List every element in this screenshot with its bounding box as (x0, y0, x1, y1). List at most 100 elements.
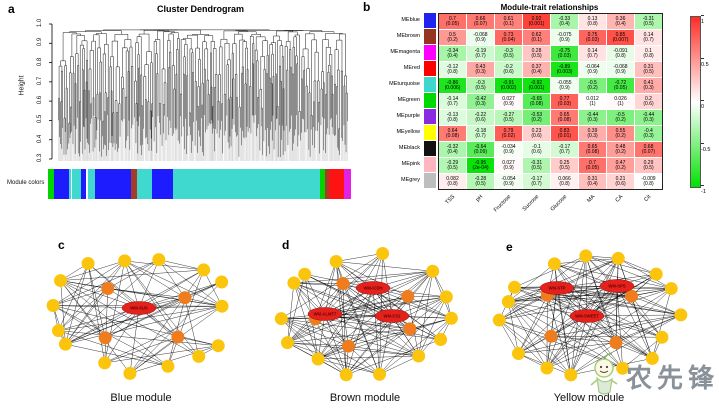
heatmap-colorbar (690, 16, 701, 188)
network-node (625, 289, 639, 303)
network-node (609, 336, 623, 350)
dendrogram-plot (49, 23, 348, 161)
heatmap-cell: -0.33 (0.4) (551, 14, 578, 29)
network-node (54, 274, 68, 288)
module-color-swatch (424, 61, 436, 76)
network-nodes: WM-STP WM-SPS WM-SWEET (492, 249, 688, 382)
heatmap-cell: 0.066 (0.8) (551, 174, 578, 189)
colorbar-tick: 0.5 (701, 56, 709, 68)
heatmap-cell: -0.17 (0.7) (551, 142, 578, 157)
heatmap-cell: 0.39 (0.3) (579, 126, 606, 141)
network-node (152, 253, 166, 267)
network-node (373, 367, 387, 381)
network-node (336, 277, 350, 291)
network-node (492, 313, 506, 327)
heatmap-cell: -0.091 (0.8) (607, 46, 634, 61)
module-colors-band (48, 169, 351, 199)
network-node (426, 264, 440, 278)
heatmap-cell: -0.064 (0.9) (579, 62, 606, 77)
heatmap-cell: -0.14 (0.7) (439, 94, 466, 109)
module-color-swatch (424, 77, 436, 92)
heatmap-cell: 0.48 (0.2) (607, 142, 634, 157)
heatmap-cell: -0.95 (2e-04) (467, 158, 494, 173)
heatmap-row-label: MEred (403, 65, 420, 71)
network-node (329, 254, 343, 268)
heatmap-cell: 0.012 (1) (579, 94, 606, 109)
panel-letter-c: c (58, 238, 65, 252)
heatmap-cell: 0.21 (0.6) (607, 174, 634, 189)
network-node (434, 333, 448, 347)
network-node (611, 251, 625, 265)
heatmap-row-label: MEpink (401, 161, 420, 167)
heatmap-cell: 0.61 (0.1) (495, 14, 522, 29)
dendrogram-y-axis-label: Height (18, 75, 26, 96)
heatmap-cell: -0.31 (0.5) (635, 14, 662, 29)
heatmap-cell: -0.22 (0.6) (467, 110, 494, 125)
network-node (118, 254, 132, 268)
caption-brown-module: Brown module (329, 392, 401, 404)
network-node (215, 275, 229, 289)
heatmap-cell: 0.47 (0.2) (607, 158, 634, 173)
module-color-swatch (424, 29, 436, 44)
watermark-text: 农先锋 (626, 363, 719, 394)
heatmap-cell: -0.29 (0.5) (439, 158, 466, 173)
network-node (439, 290, 453, 304)
heatmap-cell: -0.068 (0.9) (467, 30, 494, 45)
heatmap-cell: 0.31 (0.4) (579, 174, 606, 189)
module-color-segment (94, 169, 131, 199)
heatmap-cell: -0.5 (0.2) (579, 78, 606, 93)
network-node (280, 336, 294, 350)
heatmap-row-label: MEgrey (401, 177, 420, 183)
network-node (339, 368, 353, 382)
heatmap-cell: 0.29 (0.5) (635, 158, 662, 173)
heatmap-cell: -0.034 (0.9) (495, 142, 522, 157)
heatmap-cell: -0.055 (0.9) (551, 78, 578, 93)
heatmap-cell: -0.91 (0.002) (495, 78, 522, 93)
heatmap-cell: -0.44 (0.3) (635, 110, 662, 125)
heatmap-cell: -0.068 (0.9) (607, 62, 634, 77)
heatmap-cell: -0.009 (0.8) (635, 174, 662, 189)
network-node (274, 312, 288, 326)
heatmap-cell: -0.86 (0.006) (439, 78, 466, 93)
heatmap-cell: 0.23 (0.6) (523, 126, 550, 141)
module-color-segment (48, 169, 55, 199)
network-node (540, 361, 554, 375)
network-hub-label: WM-SPS (608, 284, 625, 289)
network-hub-label: WM-ICDH (363, 286, 382, 291)
network-hub-label: WM-SUS (130, 306, 148, 311)
network-node (403, 322, 417, 336)
network-node (508, 280, 522, 294)
dendrogram-y-tick: 1.0 (37, 18, 44, 28)
panel-letter-a: a (8, 2, 15, 16)
network-hub-label: WM-ALMT7 (314, 312, 337, 317)
heatmap-cell: 0.7 (0.05) (439, 14, 466, 29)
network-node (298, 267, 312, 281)
module-color-segment (343, 169, 351, 199)
heatmap-cell: 0.62 (0.1) (523, 30, 550, 45)
network-hub-node (569, 309, 605, 323)
module-color-swatch (424, 141, 436, 156)
caption-yellow-module: Yellow module (553, 392, 625, 404)
watermark-mascot-icon (590, 353, 618, 395)
network-node (564, 368, 578, 382)
heatmap-cell: -0.12 (0.8) (439, 62, 466, 77)
heatmap-cell: -0.5 (0.2) (607, 110, 634, 125)
heatmap-cell: -0.89 (0.003) (551, 62, 578, 77)
network-node (101, 282, 115, 296)
heatmap-cell: 0.75 (0.03) (579, 30, 606, 45)
network-hub-node (121, 301, 157, 315)
heatmap-row-label: MEyellow (396, 129, 420, 135)
module-color-segment (81, 169, 87, 199)
heatmap-cell: 0.65 (0.08) (579, 142, 606, 157)
heatmap-cell: 0.66 (0.07) (467, 14, 494, 29)
dendrogram-y-tick: 0.8 (37, 57, 44, 66)
network-node (98, 356, 112, 370)
dendrogram-y-tick: 0.6 (37, 95, 44, 105)
module-color-segment (137, 169, 153, 199)
heatmap-cell: -0.34 (0.4) (439, 46, 466, 61)
heatmap-cell: 0.082 (0.8) (439, 174, 466, 189)
module-colors-label: Module colors (7, 180, 45, 186)
heatmap-cell: 0.73 (0.04) (495, 30, 522, 45)
heatmap-cell: -0.65 (0.08) (523, 94, 550, 109)
